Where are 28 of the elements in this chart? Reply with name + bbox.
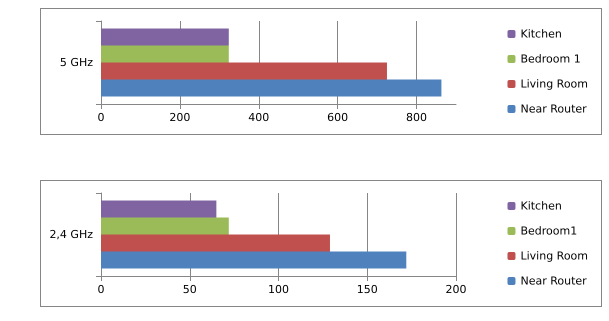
x-tick-label: 50 — [182, 283, 197, 296]
x-tick-label: 200 — [446, 283, 466, 296]
x-tick-label: 0 — [98, 111, 104, 124]
bar — [101, 80, 442, 97]
legend-label: Living Room — [520, 78, 588, 90]
legend-label: Near Router — [520, 102, 588, 116]
legend-label: Bedroom1 — [520, 224, 578, 238]
bar — [101, 62, 387, 80]
x-tick-label: 0 — [98, 283, 104, 296]
x-tick-label: 200 — [169, 111, 190, 124]
x-tick-label: 400 — [248, 111, 270, 124]
y-tick-label: 2,4 GHz — [49, 228, 94, 241]
legend-label: Kitchen — [520, 200, 562, 212]
bar — [101, 28, 229, 46]
x-tick-label: 600 — [327, 111, 348, 124]
legend-label: Bedroom 1 — [520, 52, 581, 66]
x-tick-label: 800 — [406, 111, 428, 124]
bar — [101, 217, 229, 234]
y-tick-label: 5 GHz — [60, 56, 94, 69]
bar — [101, 252, 406, 269]
legend-label: Living Room — [520, 250, 588, 262]
x-tick-label: 100 — [268, 283, 289, 296]
legend-label: Near Router — [520, 274, 588, 288]
bar — [101, 234, 330, 252]
bar — [101, 45, 229, 62]
bar — [101, 200, 216, 218]
legend-label: Kitchen — [520, 28, 562, 40]
x-tick-label: 150 — [356, 283, 378, 296]
